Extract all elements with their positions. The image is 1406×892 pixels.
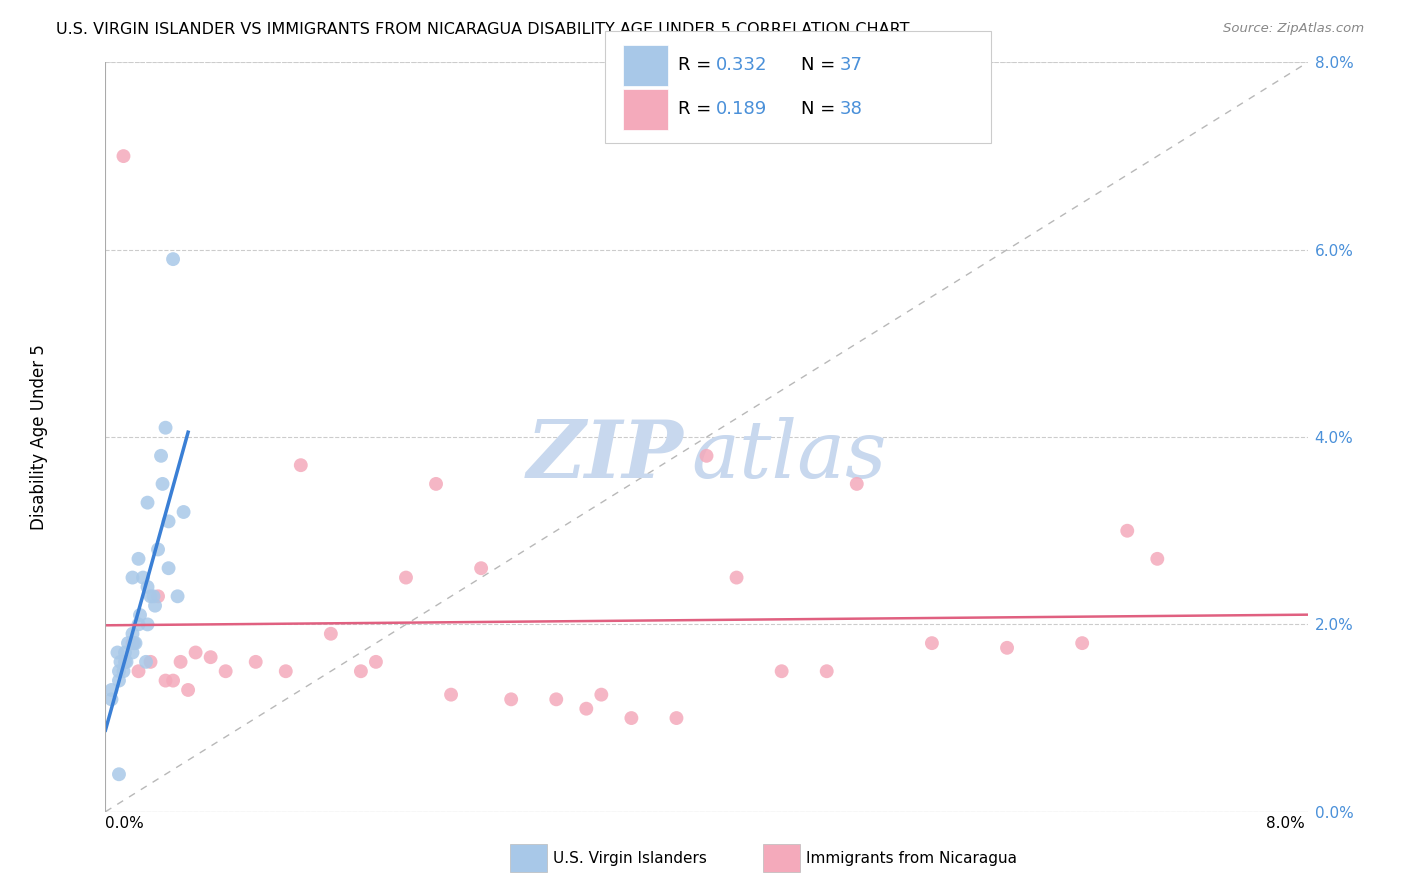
Point: [122, 636, 145, 650]
Text: ZIP: ZIP: [527, 417, 683, 494]
Point: [107, 646, 129, 660]
Text: R =: R =: [678, 56, 717, 74]
Point: [696, 449, 718, 463]
Text: U.S. VIRGIN ISLANDER VS IMMIGRANTS FROM NICARAGUA DISABILITY AGE UNDER 5 CORRELA: U.S. VIRGIN ISLANDER VS IMMIGRANTS FROM …: [56, 22, 910, 37]
Point: [115, 655, 138, 669]
Point: [575, 701, 598, 715]
Point: [162, 673, 184, 688]
Point: [132, 571, 155, 585]
Point: [845, 476, 868, 491]
Point: [128, 617, 150, 632]
Point: [121, 626, 143, 640]
Point: [117, 636, 139, 650]
Point: [155, 673, 177, 688]
Point: [725, 571, 748, 585]
Text: Immigrants from Nicaragua: Immigrants from Nicaragua: [806, 851, 1017, 865]
Point: [121, 571, 143, 585]
Text: Source: ZipAtlas.com: Source: ZipAtlas.com: [1223, 22, 1364, 36]
Point: [200, 650, 222, 665]
Point: [440, 688, 463, 702]
Point: [470, 561, 492, 575]
Point: [177, 683, 200, 698]
Text: 0.332: 0.332: [716, 56, 768, 74]
Text: U.S. Virgin Islanders: U.S. Virgin Islanders: [553, 851, 706, 865]
Point: [214, 664, 236, 678]
Point: [157, 514, 180, 528]
Point: [591, 688, 613, 702]
Point: [124, 636, 146, 650]
Point: [128, 551, 150, 566]
Text: atlas: atlas: [692, 417, 887, 494]
Point: [995, 640, 1018, 655]
Point: [425, 476, 447, 491]
Point: [162, 252, 184, 266]
Text: 0.0%: 0.0%: [105, 816, 145, 831]
Point: [114, 646, 136, 660]
Point: [157, 561, 180, 575]
Point: [155, 421, 177, 435]
Text: 38: 38: [839, 100, 862, 118]
Point: [128, 664, 150, 678]
Point: [1146, 551, 1168, 566]
Point: [546, 692, 568, 706]
Point: [501, 692, 523, 706]
Point: [665, 711, 688, 725]
Point: [1071, 636, 1094, 650]
Point: [1116, 524, 1139, 538]
Point: [143, 599, 166, 613]
Point: [395, 571, 418, 585]
Point: [129, 608, 152, 623]
Point: [166, 590, 188, 604]
Point: [184, 646, 207, 660]
Point: [110, 655, 132, 669]
Point: [112, 664, 135, 678]
Point: [620, 711, 643, 725]
Point: [121, 646, 143, 660]
Point: [121, 636, 143, 650]
Point: [274, 664, 297, 678]
Point: [364, 655, 387, 669]
Point: [146, 590, 169, 604]
Point: [150, 449, 173, 463]
Text: 8.0%: 8.0%: [1265, 816, 1305, 831]
Text: 0.189: 0.189: [716, 100, 766, 118]
Text: R =: R =: [678, 100, 717, 118]
Point: [142, 590, 165, 604]
Point: [136, 580, 159, 594]
Point: [136, 617, 159, 632]
Point: [100, 692, 122, 706]
Point: [136, 496, 159, 510]
Point: [169, 655, 191, 669]
Text: Disability Age Under 5: Disability Age Under 5: [31, 344, 48, 530]
Text: 37: 37: [839, 56, 862, 74]
Point: [921, 636, 943, 650]
Text: N =: N =: [801, 100, 841, 118]
Point: [245, 655, 267, 669]
Point: [108, 664, 131, 678]
Point: [139, 590, 162, 604]
Point: [139, 655, 162, 669]
Point: [112, 149, 135, 163]
Point: [146, 542, 169, 557]
Text: N =: N =: [801, 56, 841, 74]
Point: [173, 505, 195, 519]
Point: [350, 664, 373, 678]
Point: [108, 673, 131, 688]
Point: [290, 458, 312, 473]
Point: [152, 476, 174, 491]
Point: [135, 655, 157, 669]
Point: [100, 683, 122, 698]
Point: [114, 655, 136, 669]
Point: [815, 664, 838, 678]
Point: [108, 767, 131, 781]
Point: [770, 664, 793, 678]
Point: [319, 626, 342, 640]
